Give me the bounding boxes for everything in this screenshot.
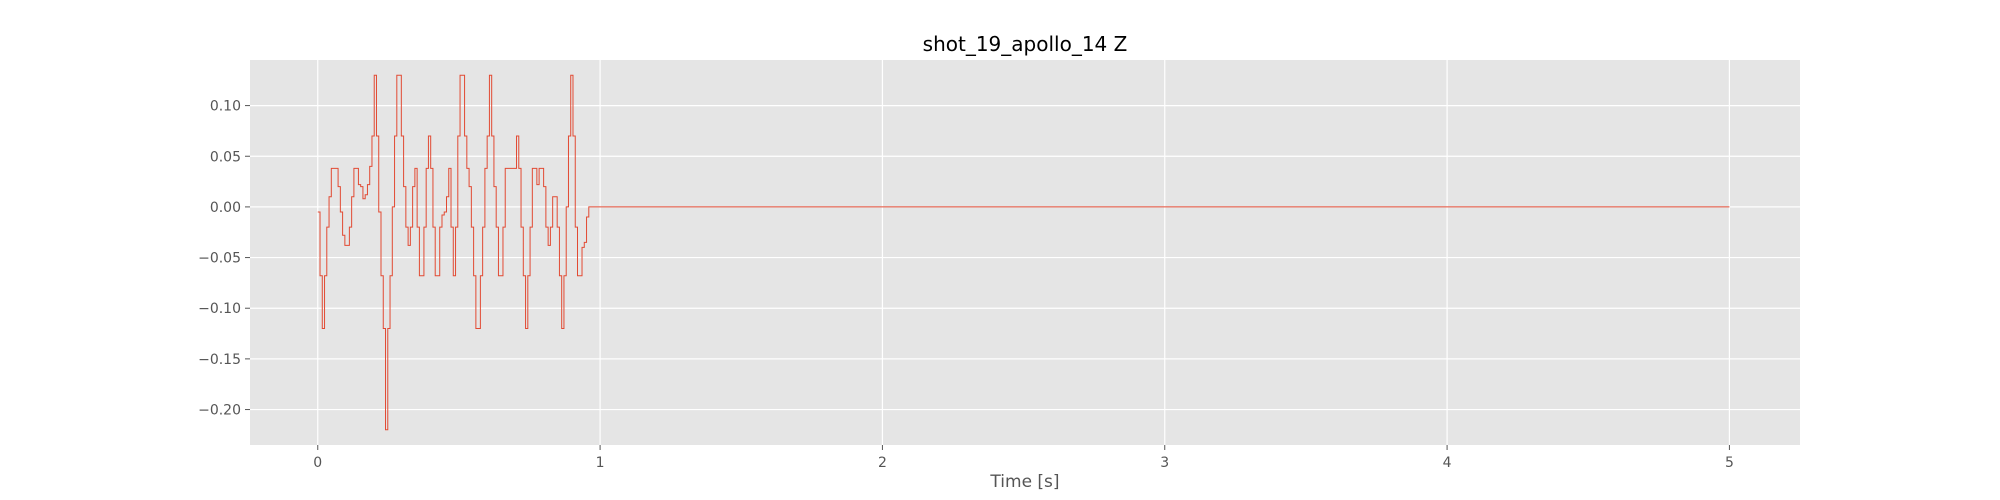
y-tick-label: −0.15 [198,352,241,368]
x-tick-label: 0 [313,455,322,471]
y-tick-label: 0.00 [210,200,241,216]
y-tick-label: 0.05 [210,149,241,165]
y-tick-label: 0.10 [210,99,241,115]
x-tick-label: 3 [1160,455,1169,471]
waveform-series-line [317,74,1730,431]
x-axis-label: Time [s] [989,472,1059,492]
x-tick-label: 2 [878,455,887,471]
plot-area-background [250,60,1800,445]
series-layer [317,74,1730,431]
x-tick-label: 1 [596,455,605,471]
tick-labels: 0 1 2 3 4 5 0.10 0.05 0.00 −0.05 −0.10 −0.15 −0.20 [198,99,1734,471]
grid-lines [250,60,1800,445]
chart-title: shot_19_apollo_14 Z [923,32,1128,56]
x-tick-label: 4 [1443,455,1452,471]
y-tick-label: −0.05 [198,251,241,267]
x-tick-label: 5 [1725,455,1734,471]
y-tick-label: −0.10 [198,301,241,317]
y-tick-label: −0.20 [198,403,241,419]
